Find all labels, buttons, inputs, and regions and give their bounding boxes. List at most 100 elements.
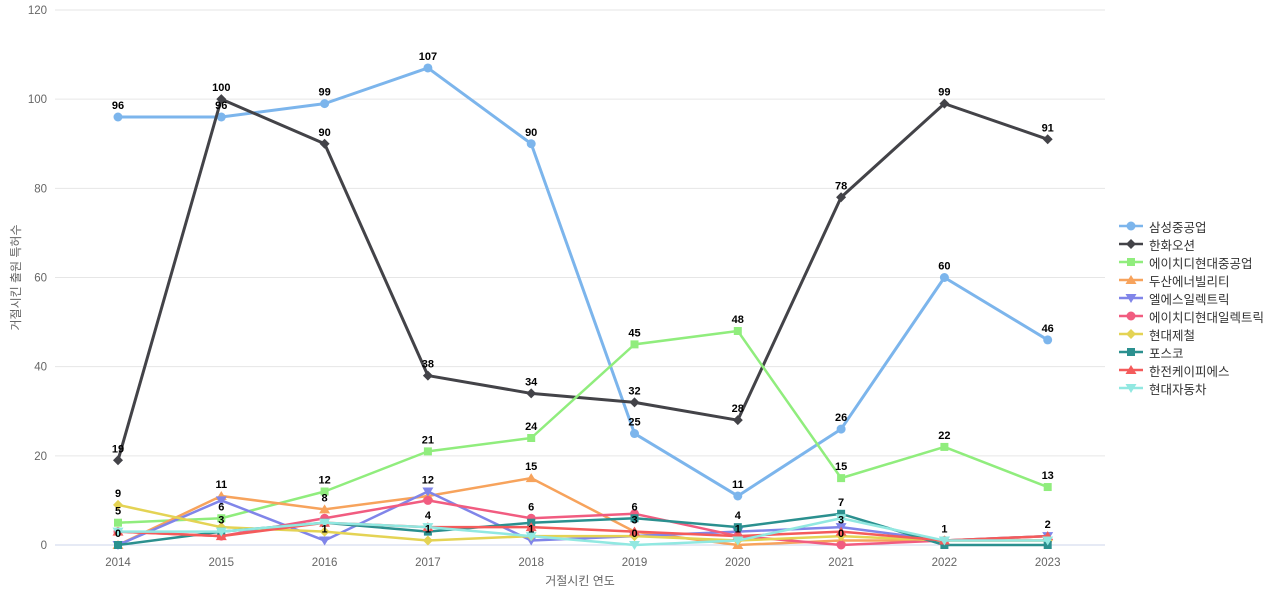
legend-item-1[interactable]: 한화오션 <box>1118 235 1264 253</box>
legend-item-5[interactable]: 에이치디현대일렉트릭 <box>1118 307 1264 325</box>
data-point-marker[interactable] <box>215 527 227 537</box>
data-point-marker[interactable] <box>835 526 847 536</box>
data-point-marker[interactable] <box>940 442 949 451</box>
data-point-marker[interactable] <box>112 527 124 537</box>
legend-item-8[interactable]: 한전케이피에스 <box>1118 361 1264 379</box>
data-point-marker[interactable] <box>319 504 331 514</box>
data-point-marker[interactable] <box>733 491 743 501</box>
data-point-marker[interactable] <box>1043 483 1052 492</box>
data-point-marker[interactable] <box>630 340 639 349</box>
data-point-marker[interactable] <box>630 429 639 439</box>
point-label: 99 <box>938 87 950 99</box>
data-point-marker[interactable] <box>319 536 331 546</box>
data-point-marker[interactable] <box>1043 335 1053 345</box>
point-label: 8 <box>322 492 328 504</box>
point-label: 38 <box>422 359 434 371</box>
series-line[interactable] <box>116 490 1049 547</box>
point-label: 1 <box>941 524 947 536</box>
x-tick-label: 2020 <box>725 557 751 569</box>
data-point-marker[interactable] <box>320 487 329 496</box>
point-label: 25 <box>628 417 640 429</box>
data-point-marker[interactable] <box>733 523 742 532</box>
data-point-marker[interactable] <box>526 139 536 149</box>
data-point-marker[interactable] <box>216 112 226 122</box>
y-axis-title: 거절시킨 출원 특허수 <box>9 224 23 330</box>
data-point-marker[interactable] <box>114 518 122 527</box>
data-point-marker[interactable] <box>836 192 847 203</box>
data-point-marker[interactable] <box>629 526 640 536</box>
point-label: 99 <box>318 87 330 99</box>
legend-item-0[interactable]: 삼성중공업 <box>1118 217 1264 235</box>
series-line[interactable] <box>116 476 1049 547</box>
data-point-marker[interactable] <box>423 447 432 456</box>
data-point-marker[interactable] <box>319 138 330 149</box>
data-point-marker[interactable] <box>114 541 122 549</box>
x-tick-label: 2019 <box>622 557 648 569</box>
data-point-marker[interactable] <box>216 94 227 105</box>
data-point-marker[interactable] <box>319 526 330 537</box>
legend-marker-icon <box>1119 221 1143 231</box>
legend-item-4[interactable]: 엘에스일렉트릭 <box>1118 289 1264 307</box>
data-point-marker[interactable] <box>526 388 537 399</box>
data-point-marker[interactable] <box>1042 134 1053 145</box>
data-point-marker[interactable] <box>422 487 434 497</box>
data-point-marker[interactable] <box>835 514 847 524</box>
data-point-marker[interactable] <box>836 424 846 434</box>
data-point-marker[interactable] <box>836 540 846 550</box>
point-label: 100 <box>212 82 230 94</box>
data-point-marker[interactable] <box>732 415 743 426</box>
data-point-marker[interactable] <box>525 522 537 532</box>
legend-item-9[interactable]: 현대자동차 <box>1118 379 1264 397</box>
legend-marker-icon <box>1119 294 1143 303</box>
data-point-marker[interactable] <box>527 434 536 442</box>
point-label: 78 <box>835 180 847 192</box>
legend-label: 엘에스일렉트릭 <box>1149 292 1230 307</box>
y-tick-label: 100 <box>28 94 47 106</box>
point-label: 26 <box>835 412 847 424</box>
x-tick-label: 2021 <box>828 557 854 569</box>
data-point-marker[interactable] <box>422 535 433 546</box>
data-point-marker[interactable] <box>319 518 331 528</box>
data-point-marker[interactable] <box>732 536 744 546</box>
data-point-marker[interactable] <box>837 474 846 483</box>
legend-item-6[interactable]: 현대제철 <box>1118 325 1264 343</box>
legend-label: 포스코 <box>1149 346 1184 361</box>
data-point-marker[interactable] <box>629 541 640 550</box>
legend-item-2[interactable]: 에이치디현대중공업 <box>1118 253 1264 271</box>
point-label: 0 <box>631 528 637 540</box>
point-label: 11 <box>732 479 744 491</box>
data-point-marker[interactable] <box>423 495 433 505</box>
data-point-marker[interactable] <box>938 536 950 546</box>
data-point-marker[interactable] <box>217 514 226 523</box>
data-point-marker[interactable] <box>525 532 537 542</box>
series-line[interactable] <box>116 521 1049 542</box>
data-point-marker[interactable] <box>215 496 227 506</box>
data-point-marker[interactable] <box>113 499 123 510</box>
point-label: 28 <box>732 403 744 415</box>
data-point-marker[interactable] <box>629 397 640 408</box>
data-point-marker[interactable] <box>939 98 950 109</box>
series-line[interactable] <box>116 329 1049 524</box>
data-point-marker[interactable] <box>939 273 949 282</box>
data-point-marker[interactable] <box>113 455 123 466</box>
series-line[interactable] <box>116 97 1050 462</box>
legend-item-7[interactable]: 포스코 <box>1118 343 1264 361</box>
data-point-marker[interactable] <box>422 370 433 381</box>
series-line[interactable] <box>116 517 1049 547</box>
data-point-marker[interactable] <box>630 514 639 523</box>
data-point-marker <box>1127 258 1135 266</box>
data-point-marker[interactable] <box>525 473 537 483</box>
data-point-marker[interactable] <box>320 99 330 109</box>
data-point-marker <box>1126 239 1136 249</box>
data-point-marker[interactable] <box>113 112 123 122</box>
point-label: 60 <box>938 261 950 273</box>
series-line[interactable] <box>116 66 1050 498</box>
data-point-marker[interactable] <box>1042 536 1054 546</box>
data-point-marker[interactable] <box>422 523 434 533</box>
legend-item-3[interactable]: 두산에너빌리티 <box>1118 271 1264 289</box>
data-point-marker[interactable] <box>423 63 433 73</box>
data-point-marker[interactable] <box>733 327 742 335</box>
x-tick-label: 2017 <box>415 557 441 569</box>
